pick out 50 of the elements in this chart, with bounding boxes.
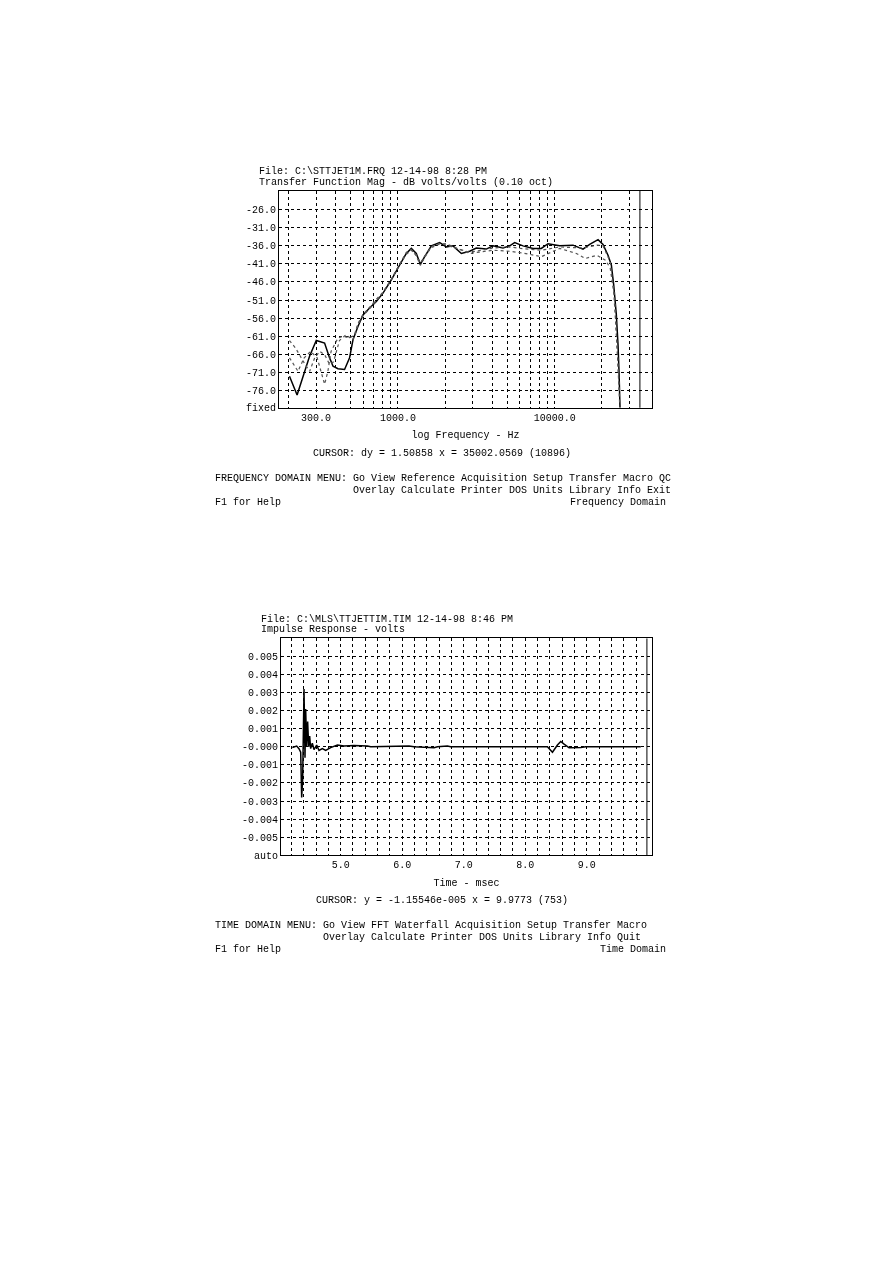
- chart-subtitle: Impulse Response - volts: [261, 624, 406, 635]
- x-axis-title: Time - msec: [433, 877, 500, 889]
- y-tick-label: 0.003: [247, 688, 278, 700]
- chart-subtitle: Transfer Function Mag - dB volts/volts (0.10 oct): [259, 177, 554, 188]
- text: F1 for Help: [215, 944, 282, 955]
- chart-title: File: C:\STTJET1M.FRQ 12-14-98 8:28 PM: [259, 166, 488, 177]
- y-tick-label: auto: [253, 850, 278, 862]
- y-tick-label: -0.003: [241, 796, 278, 808]
- text: CURSOR: dy = 1.50858 x = 35002.0569 (10896): [313, 448, 572, 459]
- y-tick-label: -46.0: [245, 277, 276, 289]
- text: Go View Reference Acquisition Setup Transfer Macro QC: [353, 473, 672, 484]
- x-tick-label: 300.0: [301, 412, 332, 424]
- x-axis-title: log Frequency - Hz: [411, 430, 520, 442]
- x-tick-label: 5.0: [331, 860, 350, 872]
- y-tick-label: -66.0: [245, 349, 276, 361]
- y-tick-label: -76.0: [245, 385, 276, 397]
- y-tick-label: 0.004: [247, 670, 278, 682]
- y-tick-label: -31.0: [245, 223, 276, 235]
- y-tick-label: -71.0: [245, 367, 276, 379]
- y-tick-label: -51.0: [245, 295, 276, 307]
- y-tick-label: fixed: [245, 403, 276, 415]
- text: Overlay Calculate Printer DOS Units Library Info Quit: [323, 932, 642, 943]
- y-tick-label: 0.001: [247, 724, 278, 736]
- y-tick-label: -56.0: [245, 313, 276, 325]
- text: Frequency Domain: [570, 497, 667, 508]
- text: Go View FFT Waterfall Acquisition Setup Transfer Macro: [323, 920, 648, 931]
- text: FREQUENCY DOMAIN MENU:: [215, 473, 348, 484]
- y-tick-label: -0.001: [241, 760, 278, 772]
- y-tick-label: -0.005: [241, 832, 278, 844]
- x-tick-label: 8.0: [516, 860, 535, 872]
- y-tick-label: -26.0: [245, 205, 276, 217]
- text: Overlay Calculate Printer DOS Units Library Info Exit: [353, 485, 672, 496]
- y-tick-label: -36.0: [245, 241, 276, 253]
- text: Time Domain: [600, 944, 667, 955]
- y-tick-label: -61.0: [245, 331, 276, 343]
- x-tick-label: 6.0: [393, 860, 412, 872]
- y-tick-label: 0.002: [247, 706, 278, 718]
- y-tick-label: -0.002: [241, 778, 278, 790]
- y-tick-label: -0.000: [241, 742, 278, 754]
- x-tick-label: 7.0: [454, 860, 473, 872]
- y-tick-label: 0.005: [247, 652, 278, 664]
- y-tick-label: -0.004: [241, 814, 278, 826]
- x-tick-label: 10000.0: [533, 412, 576, 424]
- chart-title: File: C:\MLS\TTJETTIM.TIM 12-14-98 8:46 PM: [261, 614, 514, 625]
- y-tick-label: -41.0: [245, 259, 276, 271]
- x-tick-label: 1000.0: [379, 412, 416, 424]
- text: F1 for Help: [215, 497, 282, 508]
- text: TIME DOMAIN MENU:: [215, 920, 318, 931]
- x-tick-label: 9.0: [577, 860, 596, 872]
- text: CURSOR: y = -1.15546e-005 x = 9.9773 (753): [316, 895, 569, 906]
